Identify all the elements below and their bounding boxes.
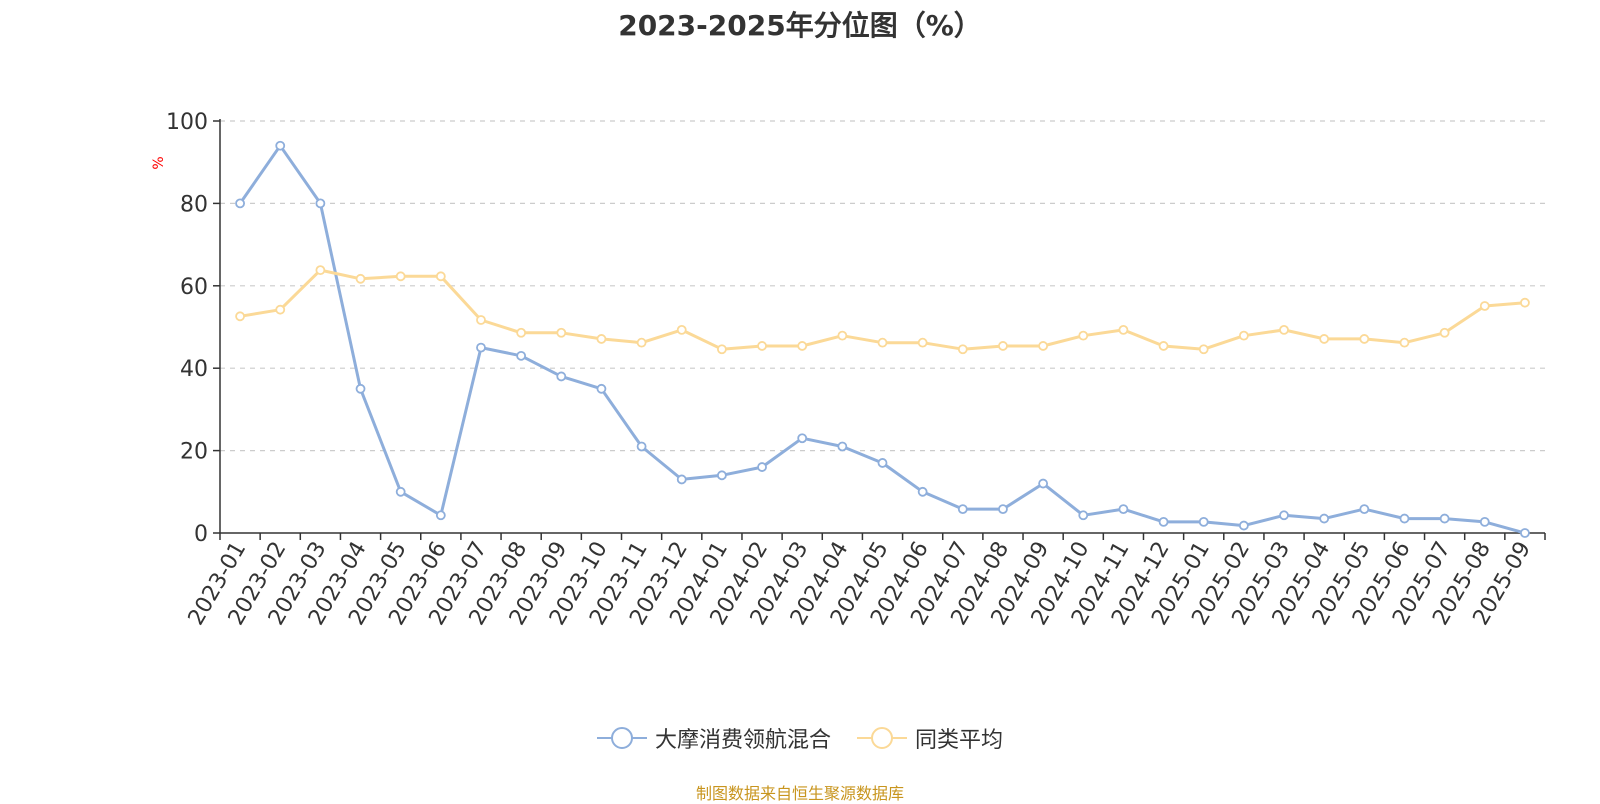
line-chart: 0204060801002023-012023-022023-032023-04…	[151, 110, 1546, 630]
series-0-point	[1399, 513, 1410, 524]
series-0-point	[716, 470, 727, 481]
series-1-point	[435, 271, 446, 282]
series-0-point	[1078, 510, 1089, 521]
series-1-point	[395, 271, 406, 282]
series-0-point	[1279, 510, 1289, 521]
series-1-point	[636, 337, 647, 348]
legend-item-peer-average[interactable]: 同类平均	[857, 722, 1003, 754]
series-0-point	[797, 433, 808, 444]
series-0-point	[395, 486, 406, 497]
series-0-point	[636, 441, 647, 452]
series-1-point	[1439, 327, 1450, 338]
series-0-point	[355, 383, 366, 394]
series-1-point	[235, 311, 245, 322]
y-tick-label: 0	[194, 522, 208, 547]
y-tick-label: 100	[166, 110, 208, 135]
series-1-point	[1078, 330, 1089, 341]
series-1-point	[596, 334, 607, 344]
series-line-1	[239, 268, 1526, 351]
series-1-point	[998, 341, 1008, 351]
series-0-point	[315, 198, 326, 209]
series-0-point	[837, 441, 848, 452]
series-0-point	[676, 474, 687, 485]
series-0-point	[917, 486, 928, 497]
series-0-point	[1439, 513, 1450, 524]
series-1-point	[1158, 341, 1169, 351]
series-0-point	[1520, 528, 1530, 538]
series-1-point	[716, 344, 727, 355]
series-0-point	[516, 350, 527, 361]
series-0-point	[596, 383, 607, 394]
series-0-point	[1319, 513, 1330, 524]
series-0-point	[1198, 516, 1209, 527]
series-0-point	[556, 371, 567, 382]
series-0-point	[757, 462, 767, 472]
y-tick-label: 40	[180, 357, 208, 382]
series-1-point	[556, 327, 567, 338]
series-0-point	[1158, 516, 1169, 527]
series-0-point	[1238, 520, 1249, 531]
grid-lines	[220, 120, 1545, 452]
series-1-point	[275, 304, 286, 315]
series-0-point	[435, 510, 446, 521]
series-0-point	[275, 140, 286, 151]
series-1-point	[516, 327, 527, 338]
series-0-point	[1118, 504, 1129, 515]
series-1-point	[1118, 324, 1129, 335]
series-1-point	[476, 315, 486, 325]
series-1-point	[1399, 337, 1410, 348]
y-tick-label: 20	[180, 440, 208, 465]
y-axis-unit-label: %	[151, 156, 167, 169]
series-1-point	[917, 337, 928, 348]
legend-label-peer-average: 同类平均	[915, 728, 1004, 753]
series-0-point	[1359, 504, 1370, 515]
series-1-point	[1279, 324, 1289, 335]
series-0-point	[1479, 516, 1490, 527]
y-tick-label: 60	[180, 275, 208, 300]
series-1-point	[1479, 301, 1490, 311]
legend: 大摩消费领航混合 同类平均	[0, 722, 1600, 754]
series-1-point	[355, 273, 366, 284]
series-1-point	[877, 337, 888, 348]
legend-marker-peer-average	[857, 727, 907, 749]
series-1-point	[1038, 341, 1049, 351]
series-0-point	[476, 342, 486, 353]
axes: 0204060801002023-012023-022023-032023-04…	[166, 110, 1546, 630]
y-tick-label: 80	[180, 192, 208, 217]
series-1-point	[1319, 334, 1330, 344]
series-1-point	[837, 330, 848, 341]
series-1-point	[1198, 344, 1209, 355]
series-1-point	[797, 341, 808, 351]
series-0-point	[1038, 478, 1049, 489]
series-1-point	[676, 324, 687, 335]
legend-marker-fund	[596, 727, 647, 749]
series-0-point	[957, 504, 968, 515]
series-1-point	[315, 265, 326, 276]
series-0-point	[235, 198, 245, 209]
series-0-point	[998, 504, 1008, 515]
series-lines	[235, 140, 1530, 538]
series-1-point	[957, 344, 968, 355]
series-1-point	[1359, 334, 1370, 344]
legend-label-fund: 大摩消费领航混合	[654, 728, 831, 753]
series-1-point	[1520, 297, 1530, 308]
chart-title: 2023-2025年分位图（%）	[618, 9, 982, 42]
series-0-point	[877, 458, 888, 468]
series-1-point	[1238, 330, 1249, 341]
series-1-point	[757, 341, 767, 351]
legend-item-fund[interactable]: 大摩消费领航混合	[596, 722, 831, 754]
data-source-note: 制图数据来自恒生聚源数据库	[695, 784, 904, 803]
